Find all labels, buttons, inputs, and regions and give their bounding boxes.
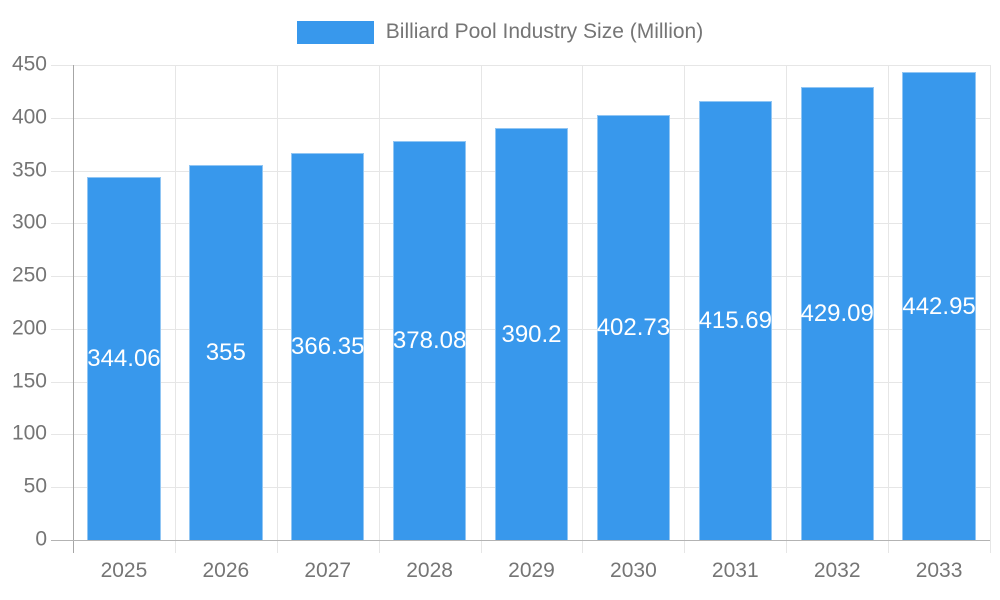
y-tick-label-250: 250	[11, 263, 47, 287]
bar-slot-2029: 390.2	[481, 65, 583, 540]
bar-slot-2033: 442.95	[888, 65, 990, 540]
h-gridline-400	[51, 117, 990, 119]
bars-group: 344.06 355 366.35 378.08 390.2 402.73 415.69 42…	[73, 65, 990, 540]
v-gridline-6	[684, 65, 686, 553]
y-tick-label-450: 450	[11, 52, 47, 76]
bar-2028[interactable]: 378.08	[392, 140, 467, 540]
y-tick-label-100: 100	[11, 421, 47, 445]
v-gridline-7	[786, 65, 788, 553]
y-tick-label-300: 300	[11, 210, 47, 234]
y-axis-labels: 0 50 100 150 200 250 300 350 400 450	[0, 53, 47, 551]
bar-value-label-2026: 355	[205, 339, 246, 367]
bar-2033[interactable]: 442.95	[902, 72, 976, 540]
v-gridline-1	[174, 65, 176, 553]
bar-value-label-2028: 378.08	[392, 326, 467, 354]
bar-2029[interactable]: 390.2	[494, 128, 569, 540]
legend: Billiard Pool Industry Size (Million)	[0, 20, 1000, 44]
h-gridline-450	[51, 65, 990, 66]
bar-2030[interactable]: 402.73	[596, 114, 671, 540]
v-gridline-9	[990, 65, 991, 553]
bar-2032[interactable]: 429.09	[800, 87, 874, 540]
bar-slot-2030: 402.73	[582, 65, 684, 540]
x-tick-label-2030: 2030	[610, 559, 657, 582]
x-tick-label-2033: 2033	[915, 559, 963, 582]
bar-2027[interactable]: 366.35	[291, 153, 364, 540]
x-tick-label-2028: 2028	[406, 559, 453, 582]
legend-color-swatch	[296, 20, 374, 44]
v-gridline-4	[480, 65, 482, 553]
bar-value-label-2031: 415.69	[698, 307, 772, 335]
bar-2025[interactable]: 344.06	[87, 176, 161, 540]
bar-slot-2026: 355	[175, 65, 277, 540]
x-tick-label-2027: 2027	[304, 559, 352, 582]
bar-slot-2028: 378.08	[379, 65, 481, 540]
y-tick-label-400: 400	[11, 105, 47, 129]
bar-value-label-2025: 344.06	[87, 344, 161, 372]
v-gridline-3	[378, 65, 380, 553]
bar-2026[interactable]: 355	[189, 165, 263, 540]
bar-slot-2032: 429.09	[786, 65, 888, 540]
bar-2031[interactable]: 415.69	[699, 101, 772, 540]
y-axis-line	[73, 65, 74, 553]
bar-value-label-2030: 402.73	[596, 313, 671, 341]
legend-label: Billiard Pool Industry Size (Million)	[385, 20, 704, 43]
bar-slot-2027: 366.35	[277, 65, 379, 540]
plot-area: 344.06 355 366.35 378.08 390.2 402.73 415.69 42…	[51, 65, 991, 553]
y-tick-label-350: 350	[11, 158, 47, 182]
bar-value-label-2029: 390.2	[501, 320, 562, 348]
y-tick-label-150: 150	[11, 369, 47, 393]
bar-value-label-2032: 429.09	[800, 300, 874, 328]
bar-slot-2025: 344.06	[73, 65, 175, 540]
v-gridline-5	[582, 65, 584, 553]
x-axis-baseline	[51, 540, 990, 541]
x-tick-label-2025: 2025	[100, 559, 148, 582]
x-tick-label-2032: 2032	[813, 559, 861, 582]
x-axis-labels: 2025 2026 2027 2028 2029 2030 2031 2032 2033	[73, 559, 990, 583]
bar-slot-2031: 415.69	[684, 65, 786, 540]
v-gridline-8	[888, 65, 890, 553]
bar-value-label-2033: 442.95	[902, 292, 976, 320]
x-tick-label-2031: 2031	[711, 559, 759, 582]
bar-value-label-2027: 366.35	[291, 333, 365, 361]
x-tick-label-2026: 2026	[202, 559, 250, 582]
y-tick-label-200: 200	[11, 316, 47, 340]
y-tick-label-0: 0	[35, 527, 47, 551]
v-gridline-2	[276, 65, 278, 553]
y-tick-label-50: 50	[23, 474, 47, 498]
x-tick-label-2029: 2029	[508, 559, 555, 582]
